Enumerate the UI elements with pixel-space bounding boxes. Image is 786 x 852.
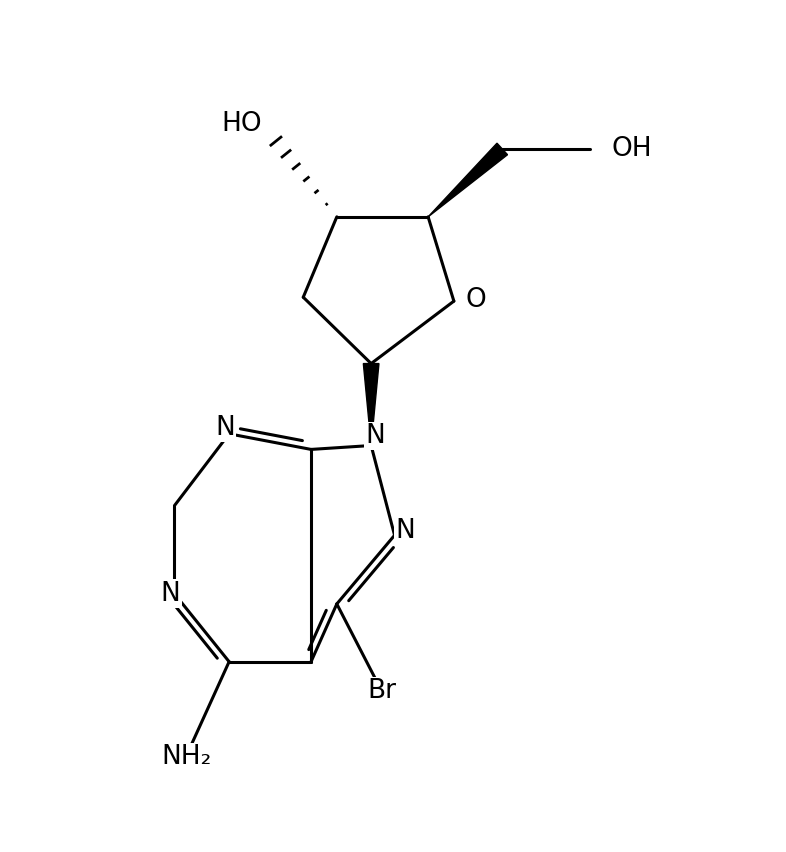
Text: NH₂: NH₂ — [161, 744, 211, 770]
Polygon shape — [363, 364, 379, 446]
Polygon shape — [428, 143, 508, 217]
Text: N: N — [160, 581, 181, 607]
Text: OH: OH — [612, 136, 652, 162]
Text: N: N — [365, 423, 385, 449]
Text: N: N — [215, 415, 235, 440]
Text: Br: Br — [368, 678, 397, 705]
Text: HO: HO — [222, 111, 262, 137]
Text: O: O — [465, 286, 486, 313]
Text: N: N — [395, 518, 415, 544]
